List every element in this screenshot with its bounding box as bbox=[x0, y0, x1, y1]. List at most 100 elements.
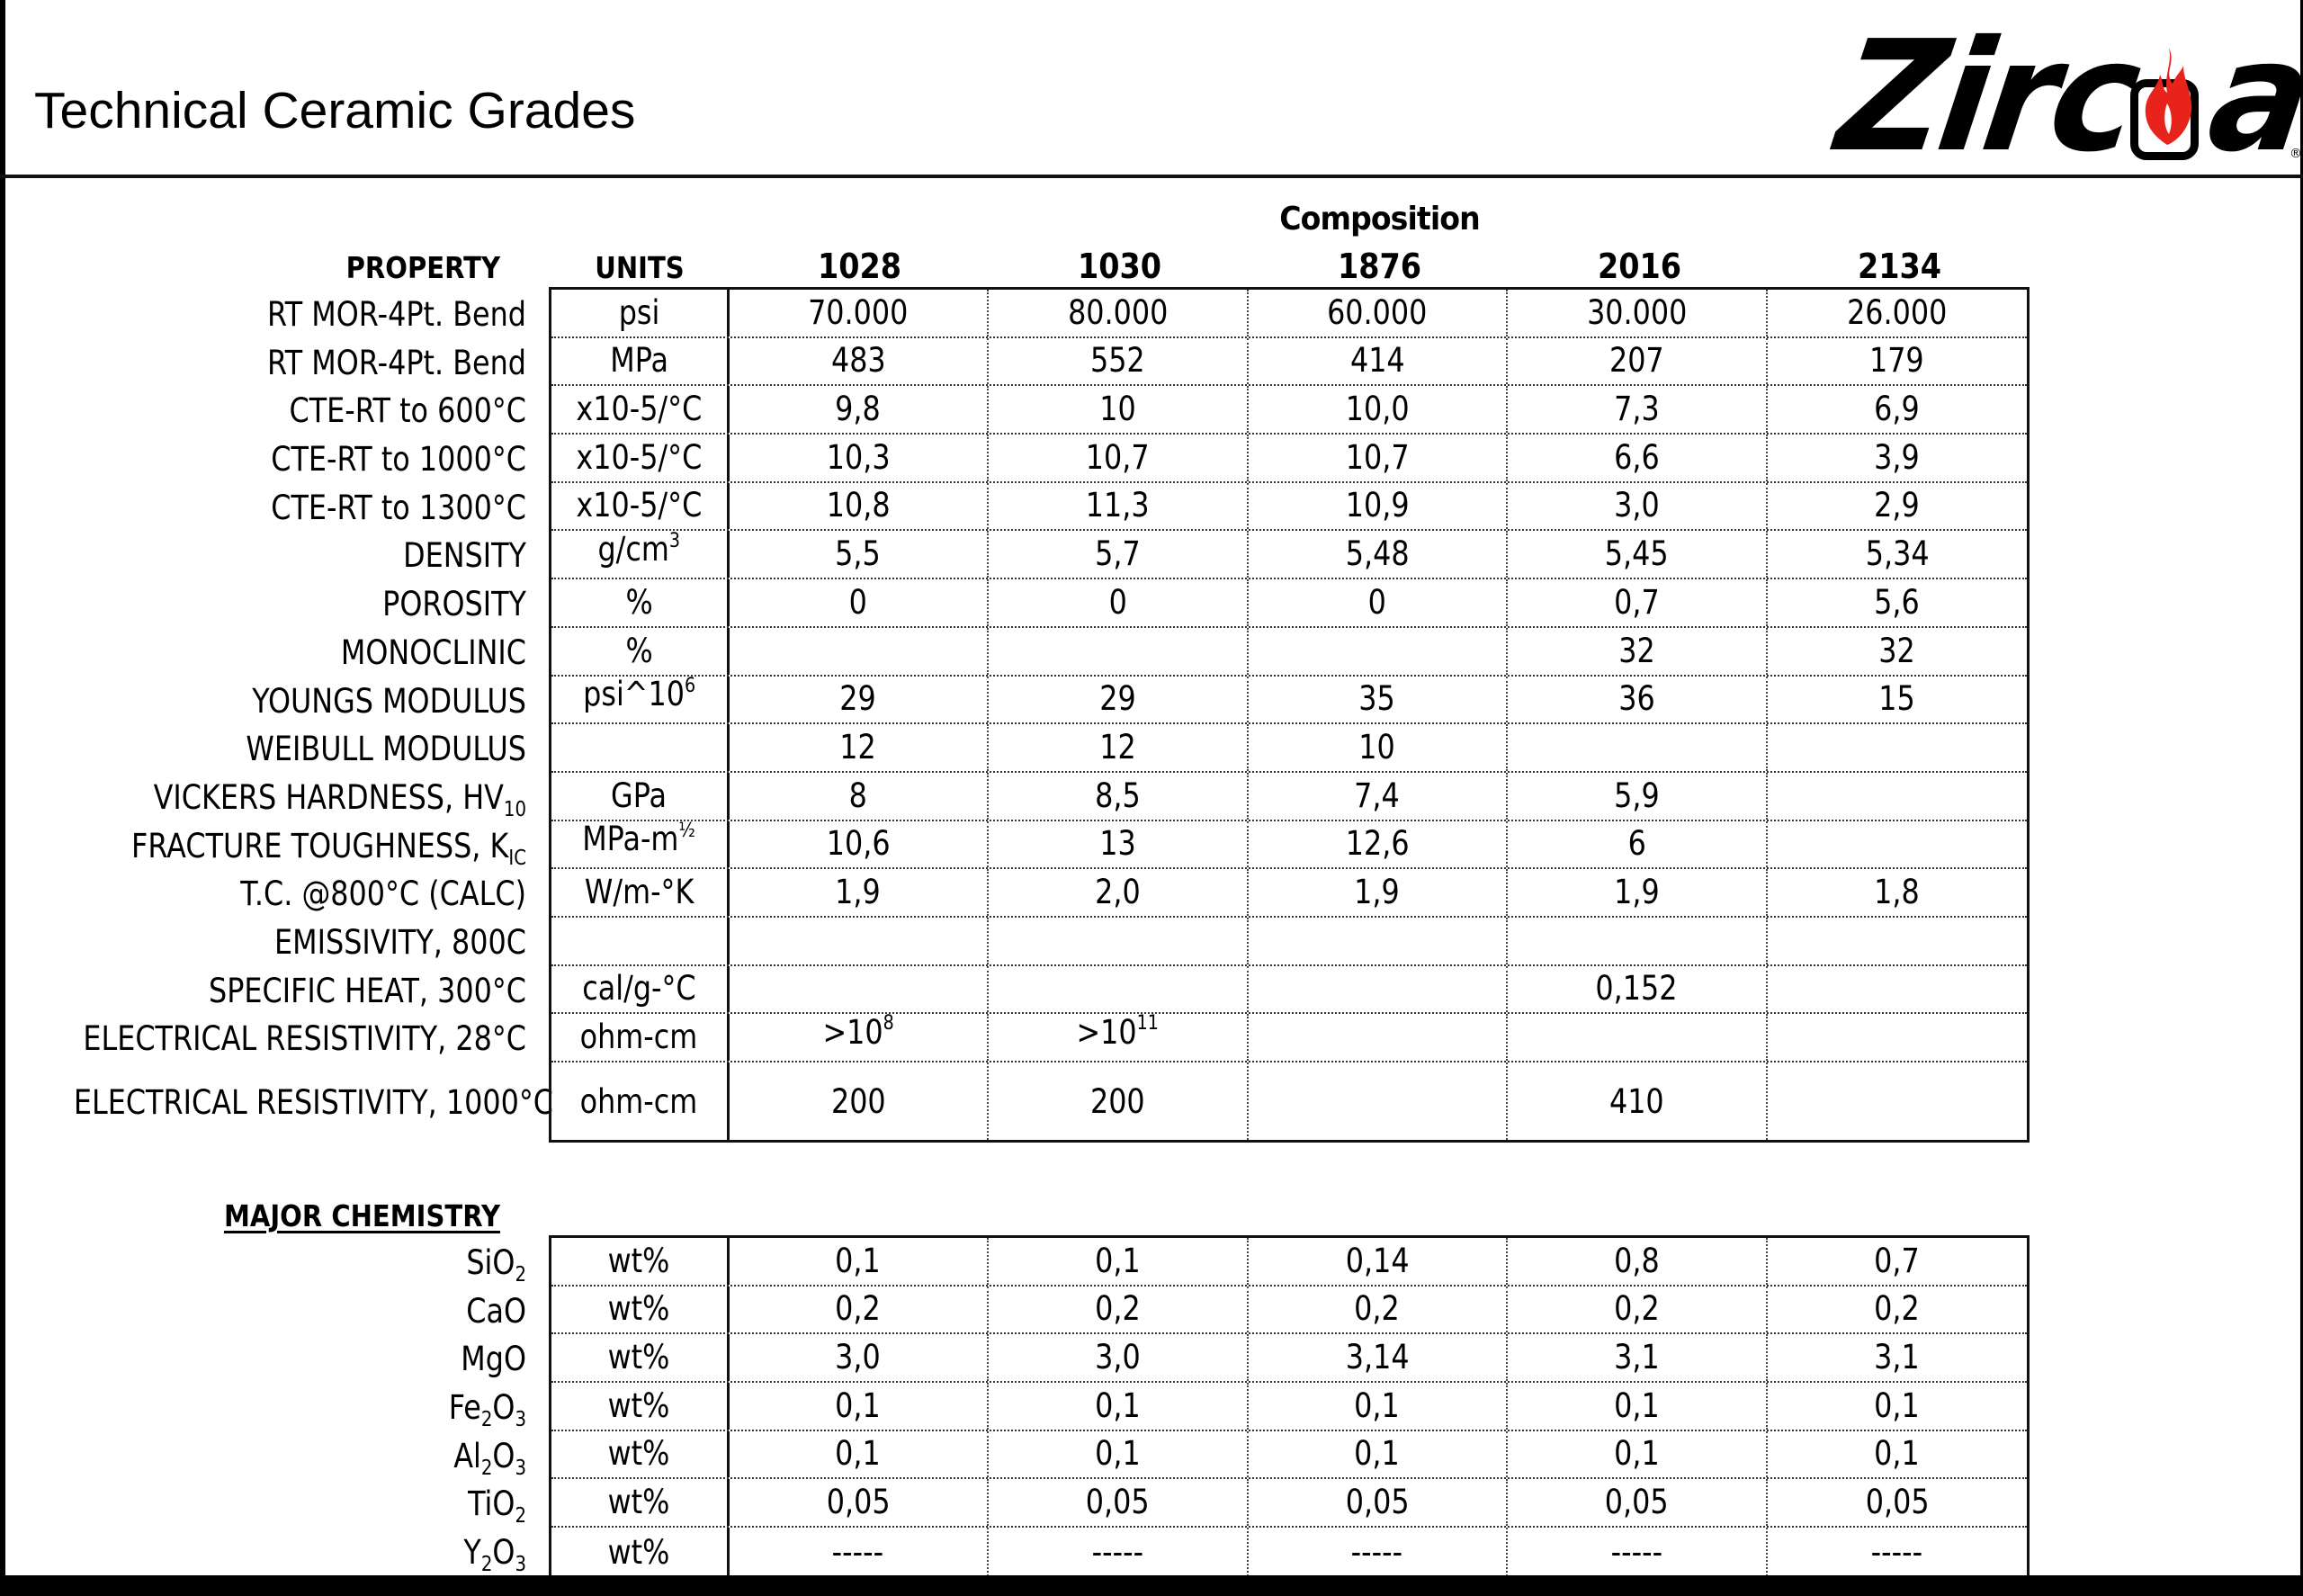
chemistry-table: wt% 0,1 0,1 0,14 0,8 0,7 wt% 0,2 0,2 0,2 0,2 0,2 wt%… bbox=[549, 1235, 2030, 1575]
value-cell-2134: 5,6 bbox=[1768, 579, 2027, 626]
value-cell-1030: 0,1 bbox=[989, 1430, 1249, 1478]
properties-table: psi 70.000 80.000 60.000 30.000 26.000 MPa 483 5… bbox=[549, 287, 2030, 1143]
cell-value: 5,7 bbox=[1095, 534, 1141, 574]
value-cell-1030: 5,7 bbox=[989, 531, 1249, 578]
row-label: RT MOR-4Pt. Bend bbox=[266, 295, 526, 334]
table-row: psi 70.000 80.000 60.000 30.000 26.000 bbox=[551, 290, 2027, 338]
unit-value: wt% bbox=[607, 1434, 670, 1474]
value-cell-2016: 410 bbox=[1508, 1063, 1768, 1140]
cell-value: 0,05 bbox=[826, 1483, 891, 1522]
value-cell-2016: 5,9 bbox=[1508, 772, 1768, 820]
table-row: ohm-cm 200 200 410 bbox=[551, 1063, 2027, 1140]
value-cell-2134 bbox=[1768, 724, 2027, 771]
table-row: g/cm3 5,5 5,7 5,48 5,45 5,34 bbox=[551, 529, 2027, 580]
cell-value: 12 bbox=[1099, 727, 1136, 767]
value-cell-2016: 207 bbox=[1508, 337, 1768, 385]
cell-value: 10,6 bbox=[826, 824, 891, 864]
unit-cell: wt% bbox=[551, 1286, 730, 1333]
cell-value: 0,1 bbox=[1354, 1434, 1401, 1474]
unit-cell bbox=[551, 724, 730, 771]
value-cell-1030: 10,7 bbox=[989, 435, 1249, 481]
unit-cell: wt% bbox=[551, 1479, 730, 1527]
value-cell-1876 bbox=[1249, 965, 1509, 1013]
row-label: YOUNGS MODULUS bbox=[252, 681, 526, 721]
cell-value: 5,6 bbox=[1874, 582, 1921, 622]
value-cell-2134 bbox=[1768, 1014, 2027, 1061]
value-cell-1028 bbox=[730, 627, 990, 675]
flame-icon bbox=[2145, 48, 2192, 145]
composition-header: Composition bbox=[1279, 201, 1480, 238]
value-cell-2134 bbox=[1768, 918, 2027, 964]
value-cell-1028: 12 bbox=[730, 724, 990, 771]
table-row: wt% 0,05 0,05 0,05 0,05 0,05 bbox=[551, 1479, 2027, 1529]
value-cell-2016: 30.000 bbox=[1508, 290, 1768, 336]
value-cell-1876: 0,1 bbox=[1249, 1383, 1509, 1430]
cell-value: 3,0 bbox=[1613, 486, 1660, 525]
table-row: wt% 0,1 0,1 0,1 0,1 0,1 bbox=[551, 1430, 2027, 1480]
value-cell-2134 bbox=[1768, 1063, 2027, 1140]
cell-value: 3,9 bbox=[1874, 437, 1921, 477]
unit-value: MPa bbox=[609, 341, 668, 381]
value-cell-2016: ----- bbox=[1508, 1528, 1768, 1575]
value-cell-1030: 10 bbox=[989, 386, 1249, 434]
cell-value: 7,3 bbox=[1613, 390, 1660, 429]
grade-header-1030: 1030 bbox=[1077, 247, 1162, 286]
value-cell-2134: 6,9 bbox=[1768, 386, 2027, 433]
unit-value: ohm-cm bbox=[580, 1018, 698, 1056]
value-cell-1876: 0,2 bbox=[1249, 1286, 1509, 1333]
value-cell-1030 bbox=[989, 627, 1249, 675]
value-cell-2134: 0,05 bbox=[1768, 1479, 2027, 1526]
value-cell-1030: 0,1 bbox=[989, 1383, 1249, 1430]
table-row: wt% 0,1 0,1 0,14 0,8 0,7 bbox=[551, 1238, 2027, 1287]
value-cell-2134: 2,9 bbox=[1768, 483, 2027, 530]
row-label: ELECTRICAL RESISTIVITY, 28°C bbox=[83, 1019, 526, 1059]
cell-value: 5,48 bbox=[1345, 534, 1410, 574]
table-row: W/m-°K 1,9 2,0 1,9 1,9 1,8 bbox=[551, 869, 2027, 918]
unit-cell: % bbox=[551, 579, 730, 626]
table-row: x10-5/°C 10,3 10,7 10,7 6,6 3,9 bbox=[551, 435, 2027, 483]
value-cell-1030: ----- bbox=[989, 1528, 1249, 1575]
cell-value: 0,2 bbox=[1095, 1289, 1141, 1329]
row-label: CaO bbox=[466, 1291, 526, 1331]
units-column-header: UNITS bbox=[595, 250, 685, 285]
page-title: Technical Ceramic Grades bbox=[34, 82, 636, 139]
table-row: wt% 0,1 0,1 0,1 0,1 0,1 bbox=[551, 1383, 2027, 1431]
unit-cell: W/m-°K bbox=[551, 869, 730, 916]
cell-value: 80.000 bbox=[1067, 292, 1169, 332]
table-row: x10-5/°C 9,8 10 10,0 7,3 6,9 bbox=[551, 386, 2027, 435]
header-divider bbox=[0, 175, 2303, 178]
unit-value: wt% bbox=[607, 1532, 670, 1572]
cell-value: 3,1 bbox=[1613, 1338, 1660, 1377]
value-cell-1030: 3,0 bbox=[989, 1334, 1249, 1382]
value-cell-2134: 3,1 bbox=[1768, 1334, 2027, 1381]
cell-value: 0,8 bbox=[1613, 1241, 1660, 1280]
value-cell-1876: 10,9 bbox=[1249, 482, 1509, 530]
value-cell-1030: >1011 bbox=[989, 1011, 1249, 1061]
value-cell-1876: 3,14 bbox=[1249, 1334, 1509, 1382]
cell-value: 6,6 bbox=[1613, 437, 1660, 477]
value-cell-1876 bbox=[1249, 1014, 1509, 1061]
cell-value: 5,45 bbox=[1604, 534, 1669, 574]
grade-header-1028: 1028 bbox=[817, 247, 902, 286]
value-cell-2016: 5,45 bbox=[1508, 531, 1768, 578]
value-cell-2016: 6 bbox=[1508, 820, 1768, 868]
value-cell-1030: 0 bbox=[989, 579, 1249, 626]
unit-cell: psi bbox=[551, 290, 730, 336]
row-label: Fe2O3 bbox=[448, 1388, 526, 1432]
value-cell-2134: 179 bbox=[1768, 338, 2027, 385]
value-cell-1028: 8 bbox=[730, 772, 990, 820]
cell-value: ----- bbox=[1610, 1532, 1662, 1572]
value-cell-1876: 0 bbox=[1249, 579, 1509, 626]
cell-value: 0,152 bbox=[1595, 969, 1678, 1009]
cell-value: 3,1 bbox=[1874, 1338, 1921, 1377]
row-label: WEIBULL MODULUS bbox=[246, 730, 526, 769]
cell-value: 0,2 bbox=[1613, 1289, 1660, 1329]
value-cell-1876: ----- bbox=[1249, 1528, 1509, 1575]
table-row: psi^106 29 29 35 36 15 bbox=[551, 674, 2027, 725]
unit-value: x10-5/°C bbox=[576, 390, 703, 429]
value-cell-1028: 3,0 bbox=[730, 1334, 990, 1382]
grade-header-2016: 2016 bbox=[1597, 247, 1682, 286]
value-cell-1028: 29 bbox=[730, 676, 990, 723]
value-cell-1028: >108 bbox=[730, 1011, 990, 1061]
cell-value: ----- bbox=[1871, 1532, 1923, 1572]
